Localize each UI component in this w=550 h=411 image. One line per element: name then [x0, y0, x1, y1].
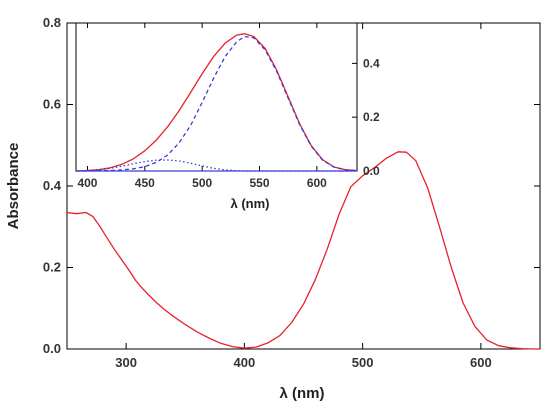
inset-series-group: [75, 33, 358, 172]
inset-plot-frame: [75, 22, 358, 172]
main-y-tick-label: 0.2: [43, 260, 61, 275]
inset-x-axis-title: λ (nm): [231, 196, 270, 211]
main-series-group: [66, 151, 540, 350]
inset-series-line-3: [75, 159, 357, 172]
inset-x-tick-label: 600: [307, 176, 327, 190]
inset-series-line-2: [76, 35, 358, 172]
inset-x-tick-label: 550: [249, 176, 269, 190]
main-ticks: 300 400 500 600 0.0 0.2 0.4 0.6 0.8: [43, 15, 540, 370]
inset-x-tick-label: 450: [135, 176, 155, 190]
main-x-axis-title: λ (nm): [280, 385, 325, 402]
main-x-tick-label: 300: [115, 355, 137, 370]
inset-x-tick-label: 400: [77, 176, 97, 190]
main-y-tick-label: 0.4: [43, 178, 62, 193]
main-series-line-1: [66, 151, 540, 350]
main-x-tick-label: 500: [352, 355, 374, 370]
inset-ticks: 400 450 500 550 600 0.0 0.2 0.4: [77, 23, 380, 190]
inset-y-tick-label: 0.0: [363, 164, 380, 178]
main-y-tick-label: 0.6: [43, 97, 61, 112]
main-y-axis-title: Absorbance: [5, 143, 22, 230]
inset-y-tick-label: 0.2: [363, 110, 380, 124]
inset-y-tick-label: 0.4: [363, 56, 380, 70]
inset-x-tick-label: 500: [192, 176, 212, 190]
main-x-tick-label: 600: [470, 355, 492, 370]
main-y-tick-label: 0.0: [43, 341, 61, 356]
main-y-tick-label: 0.8: [43, 15, 61, 30]
main-x-tick-label: 400: [234, 355, 256, 370]
